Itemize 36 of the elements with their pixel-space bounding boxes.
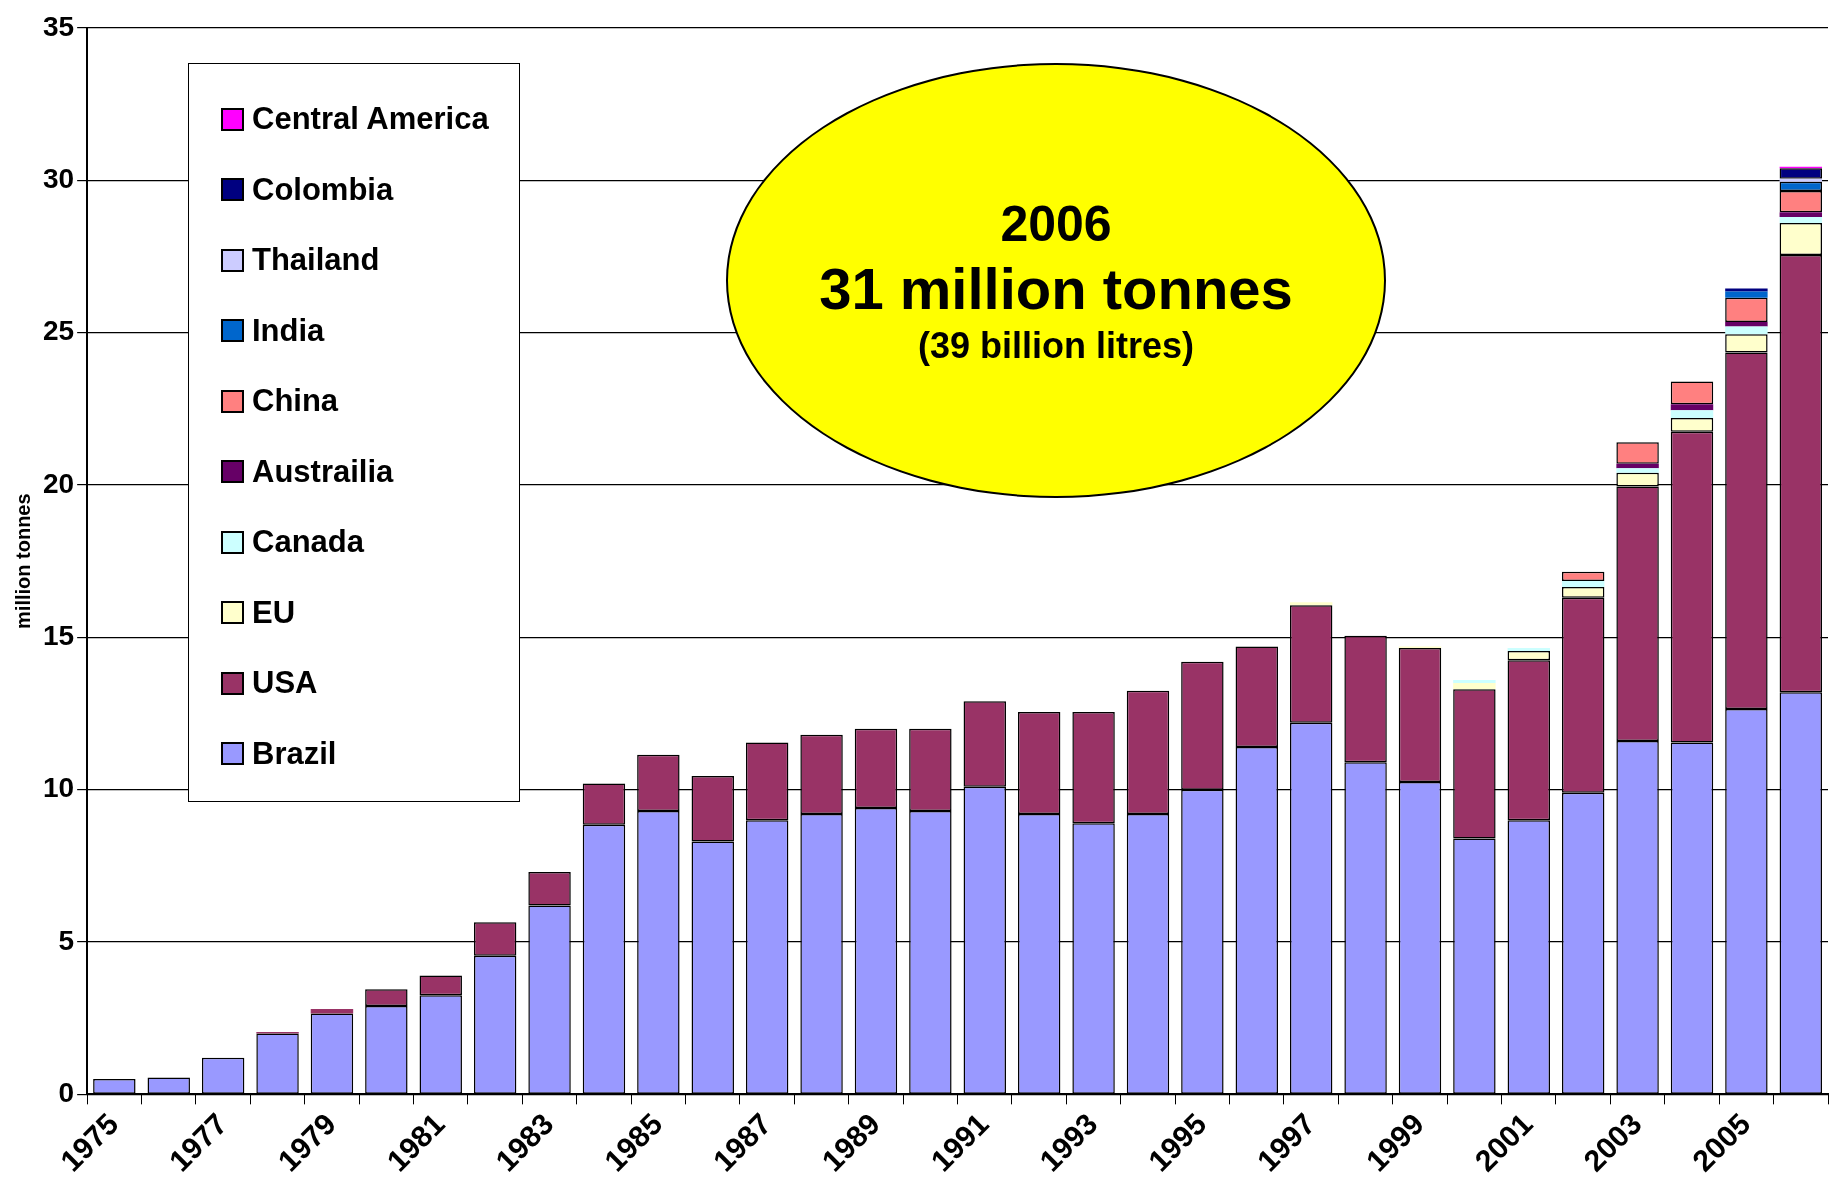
- legend-label: Austrailia: [252, 453, 394, 490]
- y-axis-title: million tonnes: [11, 493, 34, 629]
- legend-label: EU: [252, 594, 296, 631]
- y-tick-label: 5: [58, 924, 75, 956]
- annotation: 2006: [1000, 195, 1112, 255]
- y-tick-label: 25: [42, 315, 75, 347]
- legend-label: China: [252, 383, 339, 420]
- bar: [1453, 680, 1496, 684]
- annotation: (39 billion litres): [917, 323, 1195, 367]
- y-tick-label: 0: [58, 1077, 75, 1109]
- bar: [1507, 648, 1551, 652]
- bar: [1779, 212, 1823, 217]
- annotation: 31 million tonnes: [819, 255, 1293, 324]
- y-tick-label: 35: [42, 10, 75, 42]
- legend-label: Colombia: [252, 171, 394, 208]
- legend-label: Thailand: [252, 242, 380, 279]
- bar: [1453, 683, 1496, 690]
- y-tick-label: 15: [42, 620, 75, 652]
- bar: [1561, 580, 1605, 588]
- legend-label: India: [252, 312, 325, 349]
- bar: [1725, 326, 1768, 335]
- y-tick-label: 10: [42, 772, 75, 804]
- legend-label: Central America: [252, 101, 489, 138]
- bar: [1725, 322, 1768, 327]
- bar: [1779, 178, 1823, 182]
- y-tick-label: 20: [42, 467, 75, 499]
- bar: [1670, 404, 1714, 411]
- legend-label: USA: [252, 665, 318, 702]
- legend-label: Canada: [252, 524, 364, 561]
- bar: [1670, 410, 1714, 418]
- bar: [1725, 288, 1768, 292]
- y-tick-label: 30: [42, 163, 75, 195]
- bar: [1616, 468, 1659, 473]
- legend-label: Brazil: [252, 735, 337, 772]
- bar: [1779, 216, 1823, 223]
- bar: [1725, 291, 1768, 298]
